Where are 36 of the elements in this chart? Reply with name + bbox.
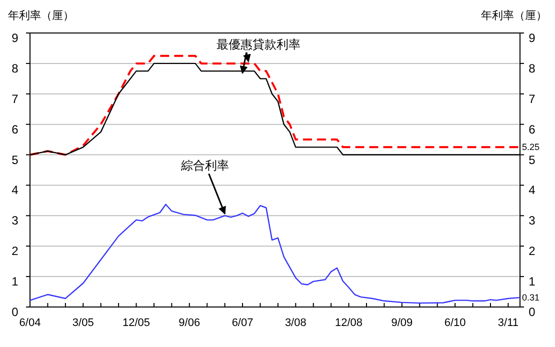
- x-tick-label: 6/07: [232, 317, 254, 329]
- y-tick-label: 1: [12, 274, 19, 289]
- data-label: 5.25: [522, 142, 540, 152]
- x-tick-label: 3/05: [72, 317, 94, 329]
- y-axis-title: 年利率（厘）: [8, 9, 74, 22]
- y-tick-label: 0: [12, 305, 19, 319]
- y-tick-label: 3: [12, 214, 19, 228]
- y2-tick-label: 3: [528, 214, 536, 228]
- y-tick-label: 4: [12, 183, 19, 198]
- x-tick-label: 12/08: [335, 317, 363, 329]
- y2-tick-label: 7: [528, 92, 536, 106]
- y2-tick-label: 0: [528, 305, 536, 319]
- y-tick-label: 9: [12, 31, 19, 45]
- y2-tick-label: 9: [528, 31, 536, 45]
- y2-tick-label: 2: [528, 244, 536, 258]
- x-tick-label: 9/09: [391, 317, 413, 329]
- x-tick-label: 3/08: [284, 317, 306, 329]
- annotation: 最優惠貸款利率: [216, 37, 300, 52]
- y2-tick-label: 8: [528, 61, 536, 76]
- x-tick-label: 6/10: [444, 317, 466, 329]
- y-tick-label: 6: [12, 122, 19, 136]
- y2-tick-label: 1: [528, 274, 536, 289]
- y-tick-label: 2: [12, 244, 19, 258]
- x-tick-label: 9/06: [178, 317, 200, 329]
- y-tick-label: 8: [12, 61, 19, 76]
- data-label: 0.31: [522, 292, 540, 303]
- x-tick-label: 12/05: [122, 317, 150, 329]
- x-tick-label: 3/11: [498, 317, 518, 329]
- y2-tick-label: 6: [528, 122, 536, 136]
- y2-tick-label: 4: [528, 183, 536, 198]
- y2-tick-label: 5: [528, 152, 536, 167]
- y2-axis-title: 年利率（厘）: [481, 9, 547, 22]
- annotation: 綜合利率: [180, 158, 229, 173]
- y-tick-label: 7: [12, 92, 19, 106]
- y-tick-label: 5: [12, 152, 19, 167]
- x-tick-label: 6/04: [19, 317, 41, 329]
